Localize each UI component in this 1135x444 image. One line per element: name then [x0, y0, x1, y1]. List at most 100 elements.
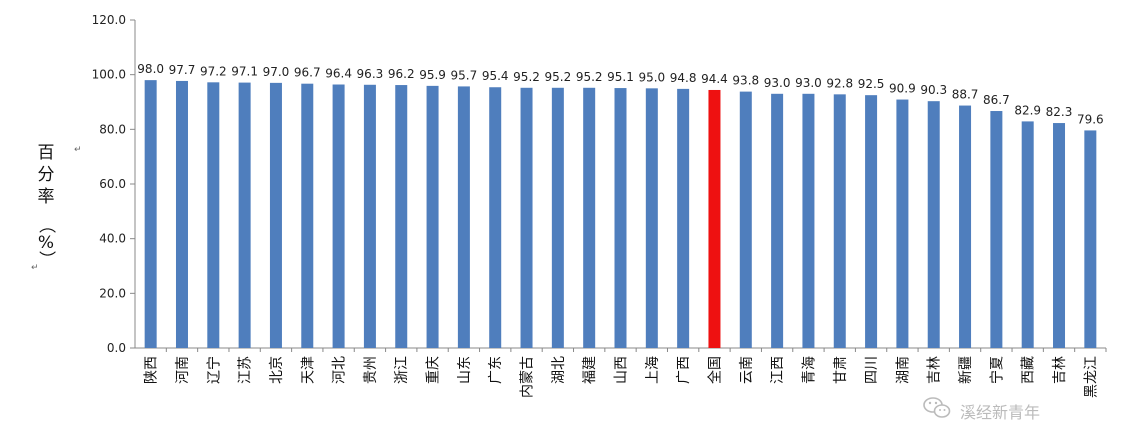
data-label: 90.3	[920, 83, 947, 97]
y-axis-title-char: 百	[38, 143, 55, 163]
bar	[1021, 121, 1034, 348]
bar	[175, 80, 188, 348]
bar-highlight	[708, 89, 721, 349]
bar	[520, 87, 533, 348]
bar	[269, 82, 282, 348]
data-label: 94.4	[701, 72, 728, 86]
bar	[677, 88, 690, 348]
data-label: 94.8	[670, 71, 697, 85]
data-label: 95.2	[544, 70, 571, 84]
data-label: 96.4	[325, 67, 352, 81]
bar	[865, 95, 878, 349]
y-axis-title-char: ）	[36, 251, 56, 268]
category-label: 重庆	[426, 356, 442, 384]
data-label: 97.0	[263, 65, 290, 79]
data-label: 82.3	[1046, 105, 1073, 119]
category-label: 四川	[864, 356, 880, 384]
bar	[833, 94, 846, 348]
category-labels: 陕西 河南 辽宁 江苏 北京 天津 河北 贵州 浙江 重庆 山东 广东 内蒙古 湖北 福建 山西 上海 广西 全国云…	[144, 356, 1100, 398]
y-tick-label: 80.0	[99, 122, 126, 136]
y-axis-title: 百分率（%）↵↵	[31, 143, 82, 273]
data-label: 95.7	[451, 68, 478, 82]
bar	[457, 86, 470, 349]
bar	[489, 87, 502, 349]
y-axis: 0.0 20.0 40.0 60.0 80.0 100.0 120.0	[92, 13, 1106, 355]
category-label: 天津	[300, 356, 316, 384]
category-label: 辽宁	[205, 356, 222, 384]
data-label: 95.2	[513, 70, 540, 84]
bar	[426, 85, 439, 348]
category-label: 宁夏	[988, 356, 1005, 384]
y-tick-label: 40.0	[99, 232, 126, 246]
category-label: 湖北	[551, 356, 567, 384]
bars	[144, 80, 1107, 352]
data-label: 97.2	[200, 64, 227, 78]
category-label: 广西	[676, 356, 692, 384]
category-label: 山西	[614, 356, 630, 384]
bar	[363, 84, 376, 348]
y-axis-title-char: 分	[38, 165, 55, 185]
category-label: 山东	[457, 356, 473, 384]
category-label: 广东	[488, 356, 504, 384]
bar	[332, 84, 345, 349]
y-axis-title-char: （	[36, 217, 56, 234]
data-labels: 98.0 97.7 97.2 97.1 97.0 96.7 96.4 96.3 96.2 95.9…	[137, 62, 1103, 126]
data-label: 93.8	[732, 74, 759, 88]
data-label: 95.0	[638, 70, 665, 84]
data-label: 88.7	[952, 88, 979, 102]
category-label: 福建	[582, 356, 598, 384]
data-label: 97.1	[231, 65, 258, 79]
category-label: 湖南	[895, 356, 911, 384]
bar	[802, 93, 815, 348]
category-label: 河南	[175, 356, 191, 384]
data-label: 96.7	[294, 66, 321, 80]
category-label: 青海	[801, 356, 817, 384]
data-label: 97.7	[169, 63, 196, 77]
data-label: 90.9	[889, 82, 916, 96]
data-label: 95.1	[607, 70, 634, 84]
bar	[927, 101, 940, 349]
category-label: 全国	[706, 356, 723, 384]
bar	[207, 82, 220, 348]
category-label: 云南	[739, 356, 755, 384]
category-label: 吉林	[927, 356, 943, 384]
data-label: 95.4	[482, 69, 509, 83]
data-label: 92.5	[858, 77, 885, 91]
category-label: 西藏	[1021, 356, 1037, 384]
data-label: 95.9	[419, 68, 446, 82]
return-mark: ↵	[31, 263, 39, 273]
data-label: 96.2	[388, 67, 415, 81]
category-label: 陕西	[144, 356, 160, 384]
y-tick-label: 60.0	[99, 177, 126, 191]
data-label: 92.8	[826, 76, 853, 90]
data-label: 95.2	[576, 70, 603, 84]
category-label: 江西	[770, 356, 786, 384]
category-label: 浙江	[394, 356, 410, 384]
category-label: 黑龙江	[1083, 356, 1099, 398]
bar	[1053, 123, 1066, 349]
wechat-icon	[923, 397, 951, 418]
category-label: 河北	[332, 356, 348, 384]
bar	[739, 91, 752, 348]
bar	[238, 82, 251, 349]
bar	[551, 87, 564, 348]
bar	[1084, 130, 1097, 348]
data-label: 98.0	[137, 62, 164, 76]
category-label: 北京	[269, 356, 285, 384]
bar	[144, 80, 157, 348]
y-tick-label: 0.0	[107, 341, 126, 355]
data-label: 93.0	[764, 76, 791, 90]
y-tick-label: 100.0	[92, 68, 126, 82]
category-label: 内蒙古	[520, 356, 536, 398]
y-tick-label: 20.0	[99, 286, 126, 300]
bar	[614, 88, 627, 348]
y-axis-title-char: 率	[38, 187, 55, 207]
data-label: 86.7	[983, 93, 1010, 107]
category-label: 吉林	[1052, 356, 1068, 384]
watermark: 溪经新青年	[923, 397, 1040, 422]
category-label: 贵州	[363, 356, 379, 384]
category-label: 江苏	[238, 356, 254, 384]
y-axis-title-char: %	[38, 233, 54, 253]
